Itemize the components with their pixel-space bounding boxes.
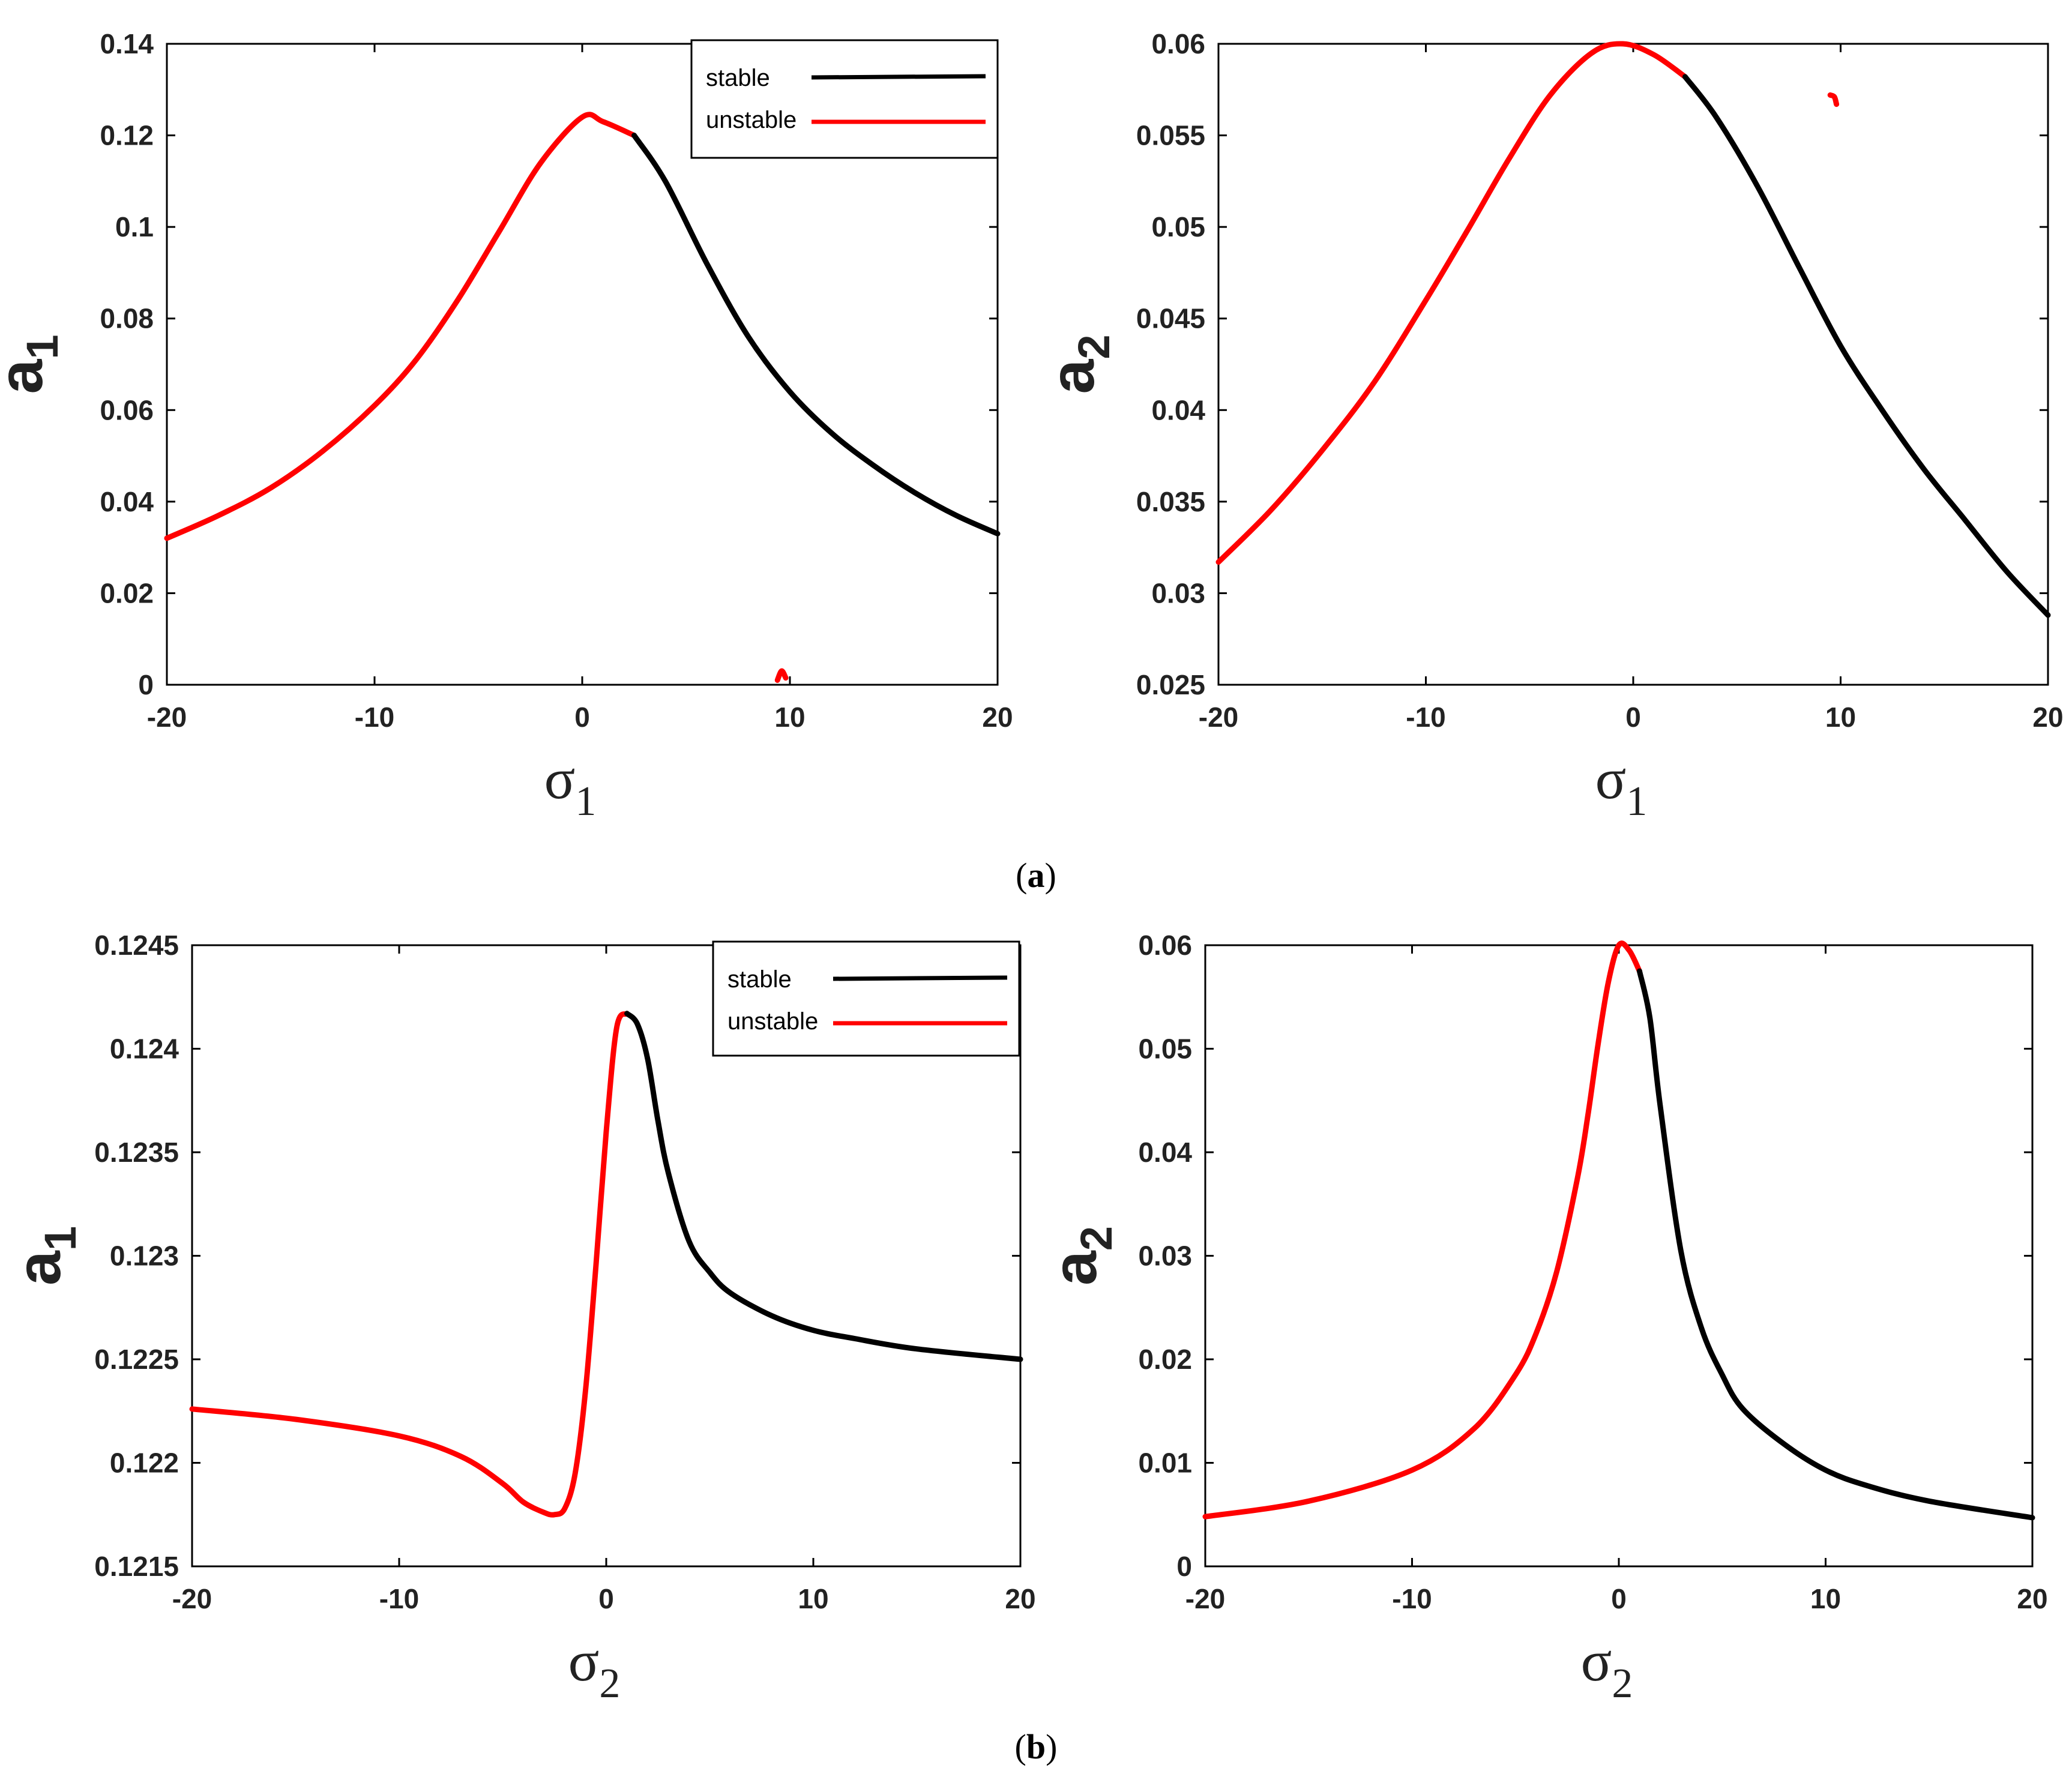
y-tick-label: 0.124 [110,1033,179,1065]
series-stable-line [631,133,1001,537]
x-tick-label: -20 [1185,1583,1225,1614]
legend-label-stable: stable [706,65,770,91]
y-tick-label: 0.02 [1138,1344,1192,1375]
y-tick-label: 0.1 [115,211,154,242]
legend-label-unstable: unstable [727,1008,818,1035]
y-tick-label: 0.08 [100,303,154,334]
x-tick-label: 0 [574,702,590,733]
x-tick-label: 10 [1810,1583,1841,1614]
series-unstable-line [164,112,637,541]
y-tick-label: 0.035 [1136,486,1205,517]
x-tick-label: 10 [1825,702,1856,733]
legend-box [712,940,1020,1057]
series-unstable-line [1215,41,1688,565]
chart-a-right: -20 -10 0 10 20 0.025 0.03 0.035 0.04 0.045 0.05 0.… [1038,28,2064,825]
chart-b-right: -20 -10 0 10 20 0 0.01 0.02 0.03 0.04 0.05 0.06 σ2 a2 [1040,930,2048,1707]
caption-a: (a) [1016,856,1056,895]
y-axis-label: a1 [0,335,67,394]
legend: stable unstable [690,39,999,159]
x-tick-label: -10 [355,702,394,733]
y-tick-label: 0.06 [1138,930,1192,961]
y-tick-label: 0 [1176,1551,1192,1582]
y-tick-label: 0.12 [100,120,154,151]
x-tick-label: -10 [379,1583,419,1614]
x-tick-label: 20 [982,702,1013,733]
x-tick-label: -20 [1199,702,1238,733]
y-axis-label: a2 [1038,335,1119,394]
y-tick-label: 0.04 [100,486,154,517]
y-tick-label: 0 [138,669,154,700]
legend-box [690,39,999,159]
y-axis-label: a1 [4,1226,85,1285]
x-axis-label: σ2 [1581,1629,1633,1707]
y-tick-label: 0.06 [100,394,154,425]
y-tick-label: 0.03 [1151,577,1205,609]
x-tick-label: -10 [1392,1583,1432,1614]
y-tick-label: 0.1215 [94,1551,179,1582]
y-tick-label: 0.1225 [94,1344,179,1375]
y-tick-label: 0.02 [100,577,154,609]
legend-swatch-stable [811,74,986,80]
y-tick-label: 0.04 [1138,1137,1192,1168]
y-tick-label: 0.025 [1136,669,1205,700]
series-unstable-line [1202,940,1642,1520]
y-tick-label: 0.123 [110,1240,179,1272]
y-tick-label: 0.055 [1136,120,1205,151]
plot-frame [1217,43,2049,686]
legend-label-unstable: unstable [706,107,797,133]
chart-b-left: -20 -10 0 10 20 0.1215 0.122 0.1225 0.123 0.1235 0… [4,930,1036,1707]
y-axis-label: a2 [1040,1226,1121,1285]
x-axis-label: σ1 [1595,747,1648,825]
legend: stable unstable [712,940,1020,1057]
x-tick-label: 0 [598,1583,614,1614]
x-tick-label: 10 [798,1583,828,1614]
x-tick-label: -10 [1406,702,1445,733]
y-tick-label: 0.14 [100,28,154,59]
series-unstable-line [1827,92,1840,107]
x-tick-label: 20 [1005,1583,1035,1614]
series-unstable-line [189,1011,630,1518]
series-stable-line [1682,74,2051,618]
x-tick-label: 0 [1625,702,1641,733]
y-tick-label: 0.1245 [94,930,179,961]
x-tick-label: 20 [2017,1583,2047,1614]
x-tick-label: 0 [1611,1583,1627,1614]
x-tick-label: -20 [147,702,187,733]
series-stable-line [1636,968,2035,1521]
y-tick-label: 0.06 [1151,28,1205,59]
y-tick-label: 0.122 [110,1448,179,1479]
x-tick-label: 20 [2032,702,2063,733]
y-tick-label: 0.05 [1151,211,1205,242]
series-stable-line [624,1011,1023,1362]
caption-b: (b) [1015,1727,1058,1766]
legend-swatch-stable [833,975,1008,981]
x-axis-label: σ2 [568,1629,621,1707]
y-tick-label: 0.045 [1136,303,1205,334]
x-tick-label: -20 [172,1583,212,1614]
y-tick-label: 0.01 [1138,1448,1192,1479]
y-tick-label: 0.04 [1151,394,1205,425]
y-tick-label: 0.05 [1138,1033,1192,1065]
series-unstable-line [774,668,789,683]
legend-label-stable: stable [727,966,792,993]
x-tick-label: 10 [774,702,805,733]
chart-a-left: -20 -10 0 10 20 0 0.02 0.04 0.06 0.08 0.1 0.12 0.14 σ… [0,28,1013,825]
y-tick-label: 0.03 [1138,1240,1192,1272]
y-tick-label: 0.1235 [94,1137,179,1168]
plot-frame [1204,944,2034,1568]
x-axis-label: σ1 [544,747,597,825]
